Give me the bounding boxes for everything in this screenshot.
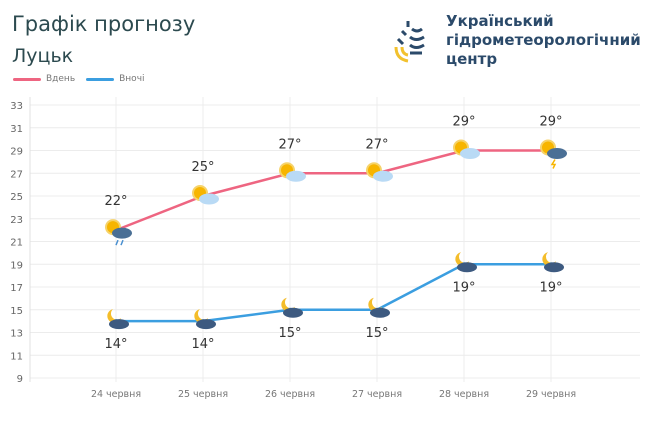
y-tick-label: 13 (10, 329, 23, 340)
y-tick-label: 15 (10, 306, 23, 317)
moon-shape (194, 309, 208, 323)
legend-label-day[interactable]: Вдень (46, 74, 76, 84)
x-tick-label: 28 червня (439, 389, 489, 400)
ugmc-logo-icon (394, 21, 425, 63)
lightning-bolt (550, 159, 557, 169)
moon-cloud-icon (368, 297, 390, 318)
cloud-shape (283, 307, 303, 318)
legend: Вдень Вночі (13, 74, 145, 84)
y-tick-label: 31 (10, 124, 23, 135)
sun-cloud-thunderstorm-icon (540, 139, 567, 169)
moon-shape (542, 252, 556, 267)
data-label: 14° (191, 337, 214, 352)
cloud-shape (199, 193, 219, 205)
cloud-shape (370, 307, 390, 318)
org-line-3: центр (446, 50, 498, 68)
data-label: 22° (104, 194, 127, 209)
moon-shape (281, 297, 295, 312)
moon-cloud-icon (281, 297, 303, 318)
moon-cloud-icon (455, 252, 477, 273)
cloud-shape (460, 148, 480, 159)
cloud-shape (457, 262, 477, 273)
moon-shape (455, 252, 469, 267)
cloud-shape (544, 262, 564, 273)
y-tick-label: 33 (10, 101, 23, 112)
x-tick-label: 26 червня (265, 389, 315, 400)
sun-cloud-icon (192, 185, 219, 205)
sun-cloud-rain-icon (105, 219, 132, 246)
y-tick-label: 27 (10, 169, 23, 180)
series-line-night (116, 263, 551, 323)
y-tick-label: 19 (10, 260, 23, 271)
moon-cloud-icon (194, 309, 216, 330)
moon-shape (368, 297, 382, 312)
data-label: 15° (365, 326, 388, 341)
cloud-shape (112, 227, 132, 239)
sun-cloud-icon (453, 139, 480, 159)
data-label: 15° (278, 326, 301, 341)
moon-cloud-icon (107, 309, 129, 330)
city-name: Луцьк (12, 45, 74, 67)
data-label: 27° (365, 137, 388, 152)
cloud-shape (373, 170, 393, 182)
cloud-shape (547, 148, 567, 159)
y-tick-label: 9 (17, 374, 23, 385)
data-label: 27° (278, 137, 301, 152)
moon-cloud-icon (542, 252, 564, 273)
x-tick-label: 29 червня (526, 389, 576, 400)
y-tick-label: 29 (10, 147, 23, 158)
legend-swatch-day (13, 77, 41, 81)
legend-swatch-night (86, 77, 115, 81)
sun-cloud-icon (279, 162, 306, 182)
sun-cloud-icon (366, 162, 393, 182)
y-tick-label: 23 (10, 215, 23, 226)
y-tick-label: 25 (10, 192, 23, 203)
data-label: 19° (452, 280, 475, 295)
moon-shape (107, 309, 121, 323)
cloud-shape (286, 170, 306, 182)
data-label: 14° (104, 337, 127, 352)
x-tick-label: 24 червня (91, 389, 141, 400)
y-tick-label: 11 (10, 351, 23, 362)
x-tick-label: 25 червня (178, 389, 228, 400)
data-label: 29° (539, 115, 562, 130)
page-title: Графік прогнозу (12, 12, 196, 36)
series-line-day (115, 149, 551, 232)
org-line-1: Український (446, 12, 554, 30)
x-tick-label: 27 червня (352, 389, 402, 400)
data-label: 29° (452, 115, 475, 130)
organization-name: Український гідрометеорологічний центр (446, 12, 641, 69)
data-label: 25° (191, 160, 214, 175)
data-label: 19° (539, 280, 562, 295)
rain-drops (115, 239, 124, 246)
legend-label-night[interactable]: Вночі (119, 74, 145, 84)
y-tick-label: 17 (10, 283, 23, 294)
cloud-shape (196, 319, 216, 330)
y-tick-label: 21 (10, 238, 23, 249)
org-line-2: гідрометеорологічний (446, 31, 641, 49)
cloud-shape (109, 319, 129, 330)
